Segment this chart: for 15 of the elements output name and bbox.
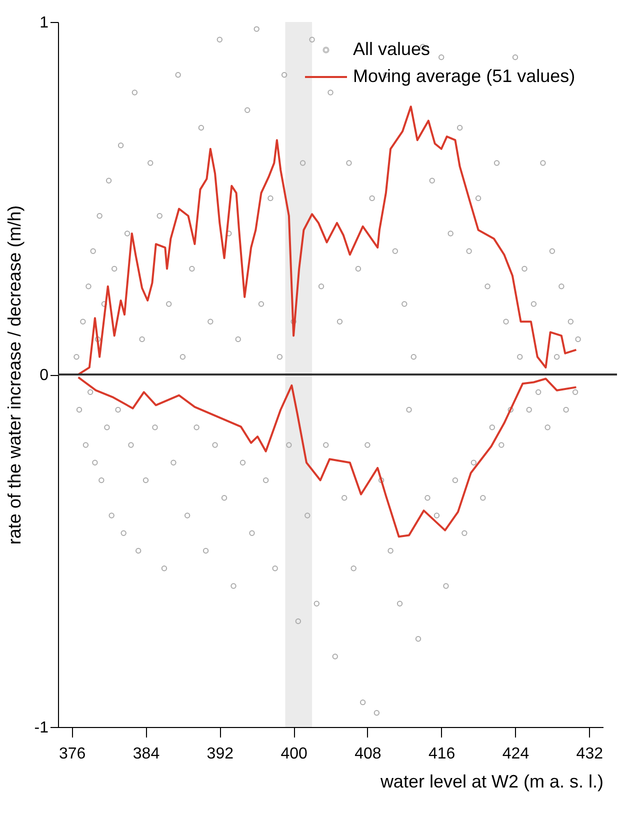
x-tick-label: 376 (59, 746, 86, 762)
x-tick-label: 392 (206, 746, 234, 762)
x-tick-label: 408 (354, 746, 382, 762)
x-tick-label: 384 (132, 746, 160, 762)
legend-label: All values (353, 39, 430, 59)
x-tick-label: 424 (502, 746, 530, 762)
y-tick-label: -1 (34, 720, 49, 736)
x-tick-label: 400 (280, 746, 308, 762)
x-axis-title: water level at W2 (m a. s. l.) (379, 772, 604, 792)
legend-label: Moving average (51 values) (353, 66, 576, 86)
y-axis-title: rate of the water increase / decrease (m/h) (4, 205, 24, 545)
x-tick-label: 432 (576, 746, 604, 762)
x-tick-label: 416 (428, 746, 456, 762)
y-tick-label: 1 (40, 14, 49, 32)
y-tick-label: 0 (40, 367, 49, 384)
